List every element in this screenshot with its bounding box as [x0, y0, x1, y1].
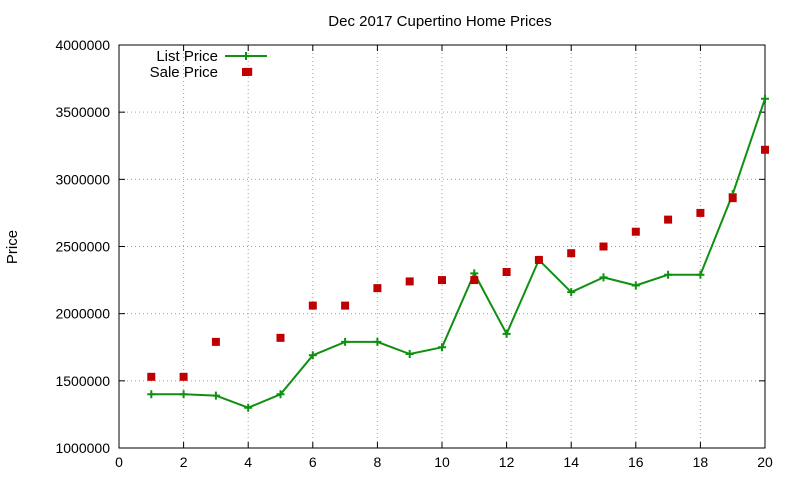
data-point [308, 351, 317, 360]
data-point [373, 337, 382, 346]
x-tick-label: 8 [374, 454, 382, 470]
legend-label: List Price [156, 48, 218, 65]
data-point [728, 194, 737, 203]
plot-frame [118, 44, 766, 449]
data-point [664, 215, 673, 224]
data-point [179, 372, 188, 381]
data-point [308, 301, 317, 310]
x-tick-label: 0 [115, 454, 123, 470]
series-layer [147, 67, 769, 412]
data-point [631, 281, 640, 290]
data-point [696, 208, 705, 217]
y-tick-label: 2500000 [55, 239, 110, 255]
y-tick-label: 2000000 [55, 306, 110, 322]
data-point [405, 277, 414, 286]
data-point [405, 349, 414, 358]
data-point [631, 227, 640, 236]
data-point [373, 284, 382, 293]
series-line [151, 98, 766, 409]
data-point [147, 372, 156, 381]
data-point [534, 255, 543, 264]
x-tick-label: 10 [434, 454, 450, 470]
x-tick-label: 4 [244, 454, 252, 470]
data-point [502, 268, 511, 277]
data-point [438, 343, 446, 352]
data-point [179, 390, 188, 399]
data-point [567, 288, 576, 297]
data-point [438, 276, 446, 285]
data-point [341, 301, 350, 310]
y-tick-label: 1500000 [55, 373, 110, 389]
x-tick-label: 20 [757, 454, 773, 470]
x-tick-label: 12 [499, 454, 515, 470]
x-tick-label: 14 [563, 454, 579, 470]
x-tick-label: 16 [628, 454, 644, 470]
series-list-price [147, 94, 769, 412]
grid [119, 45, 765, 448]
y-tick-label: 1000000 [55, 440, 110, 456]
data-point [761, 145, 769, 154]
data-point [211, 391, 220, 400]
data-point [470, 276, 479, 285]
data-point [696, 270, 705, 279]
data-point [211, 337, 220, 346]
data-point [502, 329, 511, 338]
data-point [599, 242, 608, 251]
legend-label: Sale Price [150, 64, 218, 81]
data-point [276, 333, 285, 342]
x-tick-label: 6 [309, 454, 317, 470]
data-point [664, 270, 673, 279]
x-tick-label: 2 [180, 454, 188, 470]
data-point [599, 273, 608, 282]
chart-title: Dec 2017 Cupertino Home Prices [328, 13, 551, 30]
legend-item: Sale Price [150, 64, 250, 81]
legend-swatch-marker [242, 52, 250, 60]
series-sale-price [147, 67, 769, 381]
data-point [470, 269, 479, 278]
axes: 0 2 4 6 8 10 12 14 16 18 20 1000000 1500000 2000000 25… [55, 37, 773, 470]
x-tick-label: 18 [693, 454, 709, 470]
y-tick-label: 3000000 [55, 171, 110, 187]
data-point [276, 390, 285, 399]
data-point [567, 249, 576, 258]
y-tick-label: 4000000 [55, 37, 110, 53]
data-point [341, 337, 350, 346]
y-tick-label: 3500000 [55, 104, 110, 120]
legend-item: List Price [156, 48, 267, 65]
y-axis-label: Price [4, 230, 21, 264]
data-point [244, 403, 253, 412]
data-point [147, 390, 156, 399]
legend-swatch-marker [242, 68, 250, 76]
data-point [761, 94, 769, 103]
